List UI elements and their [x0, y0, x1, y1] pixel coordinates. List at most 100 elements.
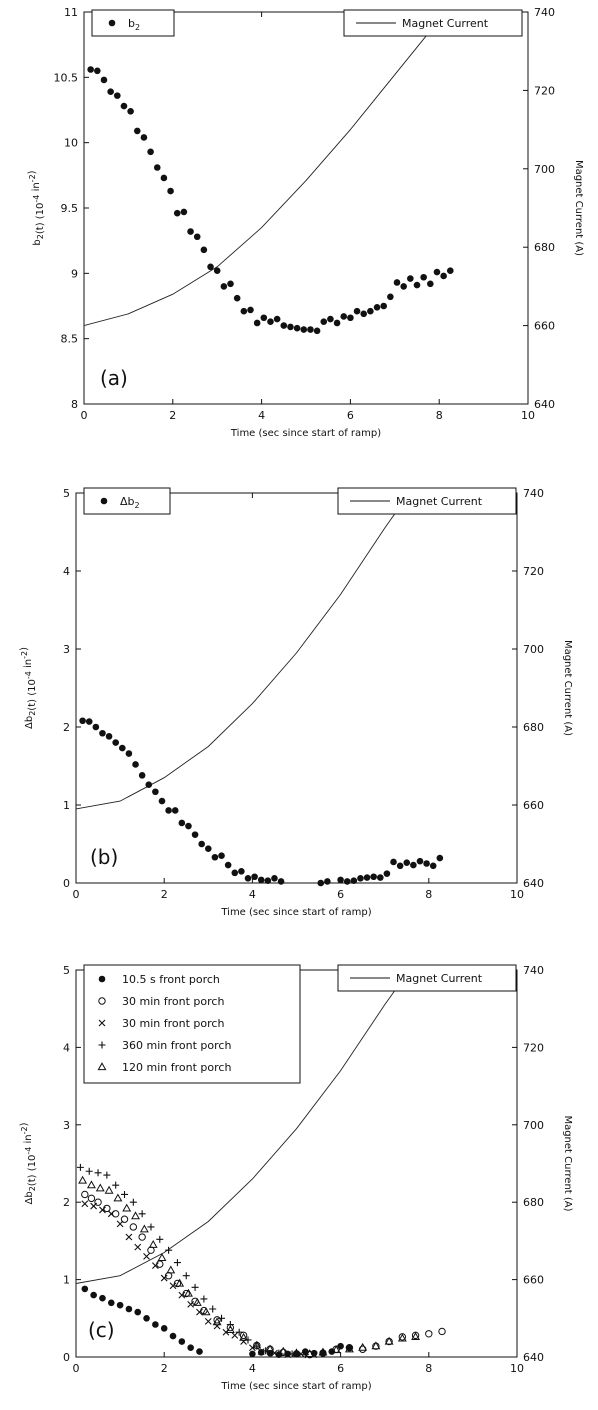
data-point: [103, 1171, 111, 1179]
data-point: [318, 1347, 328, 1356]
data-point: [99, 1294, 106, 1302]
data-point: [178, 1338, 186, 1345]
data-point: [278, 1346, 288, 1355]
x-tick-label: 8: [436, 409, 443, 422]
data-point: [253, 319, 261, 327]
data-point: [114, 92, 121, 99]
data-point: [305, 1349, 315, 1357]
data-point: [357, 875, 364, 882]
y2-tick-label: 640: [534, 398, 555, 411]
data-point: [165, 807, 172, 814]
data-point: [92, 723, 100, 731]
y2-tick-label: 740: [523, 487, 544, 500]
data-point: [147, 1246, 155, 1254]
data-point: [139, 1224, 149, 1233]
data-point: [373, 304, 381, 311]
data-point: [87, 1194, 96, 1203]
data-point: [119, 744, 126, 752]
data-point: [331, 1345, 341, 1354]
data-point: [107, 88, 114, 96]
y-tick-label: 11: [64, 6, 78, 19]
data-point: [79, 717, 86, 725]
data-point: [370, 873, 377, 881]
y2-tick-label: 720: [534, 84, 555, 97]
y2-axis-label: Magnet Current (A): [562, 640, 573, 736]
data-point: [292, 1348, 301, 1357]
data-point: [134, 1308, 142, 1316]
data-point: [113, 1193, 123, 1202]
data-point: [140, 134, 148, 141]
data-point: [380, 302, 388, 310]
data-point: [153, 164, 161, 171]
data-point: [390, 858, 397, 866]
data-point: [148, 1239, 158, 1248]
data-point: [200, 1295, 208, 1303]
x-tick-label: 6: [347, 409, 354, 422]
data-point: [160, 1274, 168, 1282]
data-point: [227, 280, 234, 288]
data-point: [277, 878, 285, 885]
data-point: [122, 1203, 132, 1212]
x-tick-label: 10: [510, 1362, 524, 1375]
series-legend-box: [91, 9, 175, 37]
data-point: [100, 76, 108, 84]
data-point: [264, 877, 272, 884]
data-point: [363, 874, 371, 881]
y-tick-label: 9: [71, 267, 78, 280]
data-point: [185, 822, 192, 830]
data-point: [145, 781, 153, 789]
y-tick-label: 9.5: [61, 202, 79, 215]
series-legend-label: 30 min front porch: [122, 1017, 224, 1030]
data-point: [344, 1344, 354, 1353]
data-point: [131, 1211, 140, 1220]
data-point: [152, 1321, 159, 1328]
data-point: [438, 1327, 446, 1336]
data-point: [293, 324, 301, 332]
data-point: [267, 318, 274, 325]
data-point: [121, 1190, 129, 1198]
data-point: [396, 862, 404, 870]
y-axis-label: Δb2(t) (10-4 in-2): [19, 647, 38, 729]
data-point: [384, 1336, 394, 1345]
y2-tick-label: 720: [523, 565, 544, 578]
data-point: [200, 246, 208, 254]
data-point: [107, 1299, 115, 1307]
data-point: [191, 1283, 199, 1291]
y-tick-label: 10: [64, 137, 78, 150]
data-point: [233, 294, 241, 302]
series-legend-box: [83, 487, 171, 515]
data-point: [173, 209, 181, 217]
data-point: [87, 66, 94, 73]
data-point: [271, 875, 278, 882]
data-point: [218, 852, 225, 859]
data-point: [120, 102, 128, 110]
y2-axis-label: Magnet Current (A): [573, 160, 584, 256]
y-tick-label: 0: [63, 877, 70, 890]
y-tick-label: 0: [63, 1351, 70, 1364]
data-point: [440, 272, 447, 280]
data-point: [138, 1233, 146, 1241]
data-point: [251, 873, 258, 881]
series-legend-marker: [97, 1062, 107, 1071]
data-point: [187, 228, 194, 235]
y-tick-label: 2: [63, 721, 70, 734]
data-point: [99, 1206, 106, 1214]
x-tick-label: 2: [169, 409, 176, 422]
curve-legend-label: Magnet Current: [402, 17, 489, 30]
data-point: [104, 1185, 114, 1194]
y-tick-label: 8: [71, 398, 78, 411]
series-legend-label: 30 min front porch: [122, 995, 224, 1008]
data-point: [156, 1235, 164, 1243]
magnet-current-line: [76, 493, 411, 810]
data-point: [187, 1300, 195, 1308]
data-point: [224, 861, 232, 869]
data-point: [86, 1180, 96, 1189]
data-point: [231, 1331, 239, 1339]
data-point: [85, 1167, 93, 1175]
data-point: [307, 326, 314, 333]
data-point: [324, 878, 331, 885]
data-point: [78, 1175, 88, 1184]
data-point: [90, 1291, 97, 1299]
magnet-current-line: [84, 12, 446, 327]
data-point: [160, 174, 168, 182]
